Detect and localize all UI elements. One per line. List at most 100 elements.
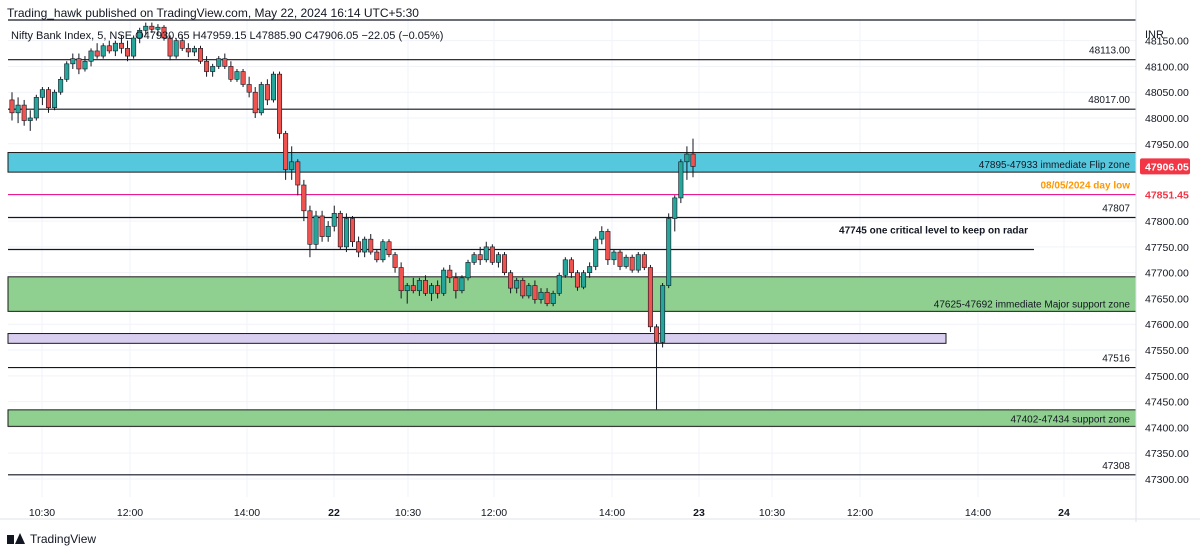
candle [307,205,313,258]
candle-body [593,238,599,267]
price-tick-label: 48100.00 [1145,61,1189,73]
candle [331,205,337,232]
candle-body [550,293,556,304]
candle-body [27,117,33,121]
day-low-tag-bg [1140,186,1190,203]
candle-body [362,238,368,253]
candle-body [76,58,82,70]
candle-body [398,267,404,292]
candle [581,270,587,290]
candle-body [538,291,544,300]
candle-body [125,48,131,57]
candle-body [641,254,647,268]
time-tick-label: 14:00 [965,507,991,519]
candle [125,40,131,62]
candle [100,43,106,59]
candle [647,264,653,332]
time-tick-label: 23 [693,507,705,519]
candle-body [210,66,216,72]
candle-body [429,285,435,294]
candle-body [301,184,307,212]
candle [258,81,264,116]
candle [349,215,355,247]
candle-body [684,153,690,163]
level-label: 48017.00 [1088,95,1130,106]
candle-body [277,73,283,134]
candle [216,56,222,69]
candles-layer [9,22,696,410]
time-tick-label: 22 [328,507,340,519]
candle [76,53,82,75]
candle [94,43,100,59]
candle [562,257,568,278]
candle-body [562,259,568,276]
candle-body [325,225,331,237]
candle-body [574,272,580,288]
candle-body [435,285,441,294]
candle [526,282,532,299]
candle [337,210,343,250]
candle-body [307,210,313,245]
candle-body [39,89,45,98]
candle-body [70,58,76,65]
candle [283,130,289,180]
candle [605,228,611,265]
candle [568,257,574,278]
candle [660,282,666,348]
candle-body [64,63,70,80]
candle-body [654,326,660,343]
candle [422,275,428,296]
candle-body [88,50,94,62]
candle [495,252,501,268]
price-zone [7,152,1137,173]
zone-label: 47625-47692 immediate Major support zone [934,299,1131,310]
candle-body [471,254,477,263]
candle-body [629,256,635,271]
candle [544,288,550,307]
price-zone [7,409,1137,427]
candle-body [137,30,143,39]
candle-body [45,89,51,108]
price-tick-label: 47500.00 [1145,371,1189,383]
candle-body [252,91,258,114]
candle [441,267,447,296]
candle [623,254,629,269]
candle [617,249,623,271]
level-label: 47516 [1102,354,1130,365]
candle-body [477,254,483,261]
candle [483,241,489,263]
candle [465,259,471,281]
candle [532,280,538,304]
candle [252,87,258,118]
candle-body [447,269,453,279]
candle [64,61,70,82]
candle [477,246,483,265]
price-tick-label: 47450.00 [1145,397,1189,409]
candle [161,25,167,41]
candle-body [343,218,349,248]
candle [88,48,94,67]
time-tick-label: 24 [1058,507,1070,519]
level-lines-layer [8,19,1136,476]
time-tick-label: 10:30 [759,507,785,519]
candle-body [106,45,112,52]
candle [386,239,392,258]
candle [325,221,331,242]
candle [672,195,678,232]
candle [45,87,51,113]
candle-body [465,262,471,279]
candle [112,40,118,57]
candle [246,76,252,98]
candle-body [289,161,295,170]
candle [471,252,477,265]
candle [678,159,684,204]
candle [556,272,562,296]
candle-body [690,153,696,167]
candle-body [283,133,289,170]
candle [574,270,580,291]
level-label: 48113.00 [1089,46,1130,57]
candle-body [58,79,64,93]
candle-body [489,246,495,263]
candle-body [216,58,222,67]
